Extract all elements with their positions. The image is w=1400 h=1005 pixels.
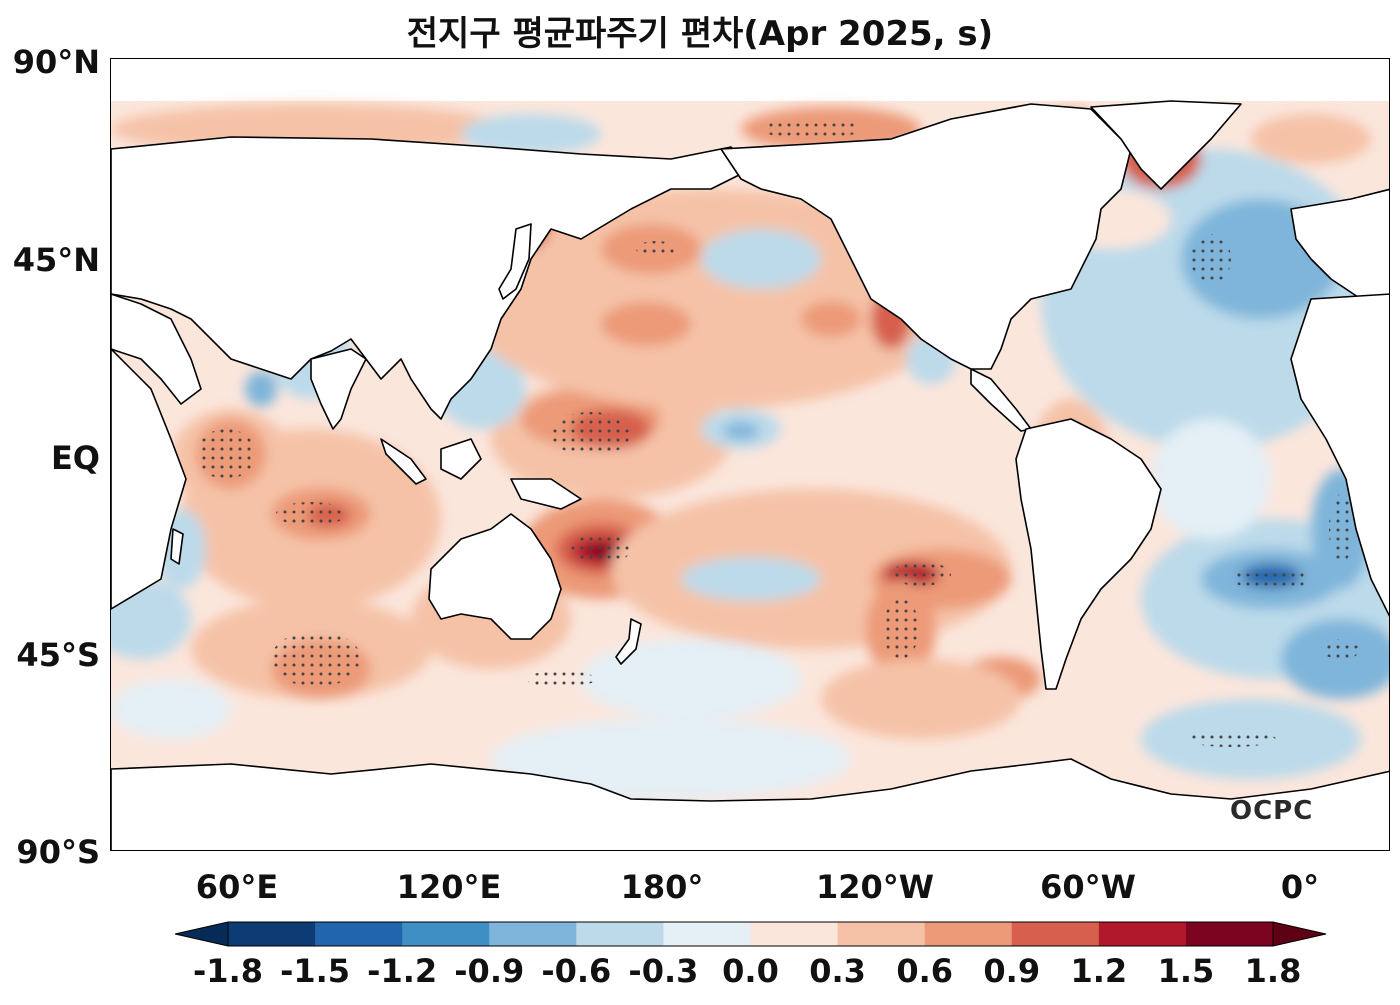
lon-label-120e: 120°E [396,868,502,906]
land-africa-west [1290,293,1389,617]
lon-label-0: 0° [1280,868,1320,906]
colorbar-under-arrow [174,921,229,947]
land-south-america [1015,418,1162,690]
land-india [310,348,367,430]
land-arabia [111,293,202,405]
stippling [196,119,1361,747]
land-borneo [440,438,482,480]
lat-label-45s: 45°S [16,636,100,674]
lon-label-120w: 120°W [815,868,935,906]
colorbar-tick-label: 0.0 [722,952,779,990]
colorbar-segment [1185,922,1274,946]
colorbar-segment [924,922,1013,946]
colorbar-segments [228,922,1274,946]
colorbar-tick-label: 1.8 [1244,952,1302,990]
colorbar-tick-label: -1.5 [280,952,351,990]
land-north-america [720,103,1132,370]
land-newguinea [510,478,582,510]
lon-label-180: 180° [620,868,704,906]
lat-label-45n: 45°N [12,241,100,279]
land-japan [498,223,532,300]
land-sumatra [380,438,427,485]
colorbar-over-arrow [1272,921,1327,947]
lat-label-eq: EQ [50,439,100,477]
map-panel [110,58,1390,851]
land-africa [111,348,187,610]
colorbar-tick-label: 1.2 [1070,952,1128,990]
colorbar-segment [489,922,577,946]
colorbar-tick-label: -1.2 [367,952,438,990]
land-masses [111,100,1389,850]
map-title: 전지구 평균파주기 편차(Apr 2025, s) [406,14,994,54]
colorbar-tick-label: -0.3 [628,952,699,990]
colorbar-segment [402,922,490,946]
colorbar-segment [1011,922,1100,946]
colorbar-tick-label: -0.6 [541,952,612,990]
colorbar-tick-label: 0.3 [809,952,866,990]
colorbar-segment [750,922,839,946]
lat-label-90s: 90°S [16,833,100,871]
land-antarctica [111,758,1389,850]
lat-label-90n: 90°N [12,43,100,81]
colorbar-tick-label: -0.9 [454,952,525,990]
land-eurasia [111,136,752,420]
colorbar-segment [228,922,316,946]
lon-label-60w: 60°W [1040,868,1136,906]
ocpc-logo: OCPC [1230,796,1314,826]
colorbar-tick-label: -1.8 [193,952,263,990]
colorbar-segment [663,922,751,946]
anomaly-field-map [111,100,1389,850]
land-greenland [1090,100,1242,190]
colorbar-outline [227,921,1274,947]
land-madagascar [170,528,184,565]
land-newzealand [615,618,642,665]
colorbar-tick-label: 0.6 [896,952,953,990]
colorbar-segment [315,922,403,946]
colorbar-tick-label: 0.9 [983,952,1041,990]
colorbar-segment [837,922,926,946]
land-australia [428,513,562,640]
lon-label-60e: 60°E [195,868,279,906]
colorbar-segment [1098,922,1187,946]
colorbar-segment [576,922,664,946]
colorbar-tick-label: 1.5 [1157,952,1215,990]
